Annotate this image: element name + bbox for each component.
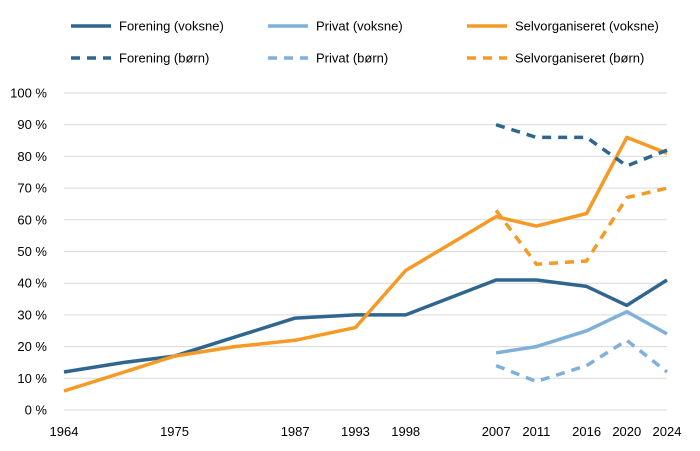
y-tick-label: 70 % xyxy=(17,181,47,196)
legend-label: Selvorganiseret (børn) xyxy=(515,51,644,66)
y-tick-label: 50 % xyxy=(17,244,47,259)
y-axis-ticks: 0 % 10 % 20 % 30 % 40 % 50 % 60 % 70 % 80 % 90 % 1… xyxy=(10,86,47,418)
legend-label: Privat (voksne) xyxy=(316,19,403,34)
x-tick-label: 2011 xyxy=(522,424,550,439)
legend-label: Forening (børn) xyxy=(119,51,209,66)
x-tick-label: 2007 xyxy=(482,424,511,439)
legend-label: Forening (voksne) xyxy=(119,19,224,34)
y-tick-label: 90 % xyxy=(17,117,47,132)
y-tick-label: 60 % xyxy=(17,212,47,227)
series-line-0 xyxy=(63,278,668,374)
x-tick-label: 2024 xyxy=(653,424,682,439)
legend-label: Privat (børn) xyxy=(316,51,388,66)
y-tick-label: 40 % xyxy=(17,276,47,291)
x-tick-label: 1998 xyxy=(391,424,420,439)
x-tick-label: 2020 xyxy=(612,424,641,439)
y-tick-label: 30 % xyxy=(17,307,47,322)
x-tick-label: 1964 xyxy=(50,424,79,439)
series-lines xyxy=(63,123,669,393)
series-line-3 xyxy=(495,123,668,168)
x-axis-ticks: 1964 1975 1987 1993 1998 2007 2011 2016 2020 2024 xyxy=(50,424,682,439)
series-line-1 xyxy=(495,309,668,355)
y-tick-label: 0 % xyxy=(25,403,48,418)
x-tick-label: 2016 xyxy=(572,424,601,439)
x-tick-label: 1993 xyxy=(341,424,370,439)
y-tick-label: 100 % xyxy=(10,86,47,101)
gridlines xyxy=(64,92,667,411)
x-tick-label: 1975 xyxy=(160,424,189,439)
y-tick-label: 10 % xyxy=(17,371,47,386)
y-tick-label: 20 % xyxy=(17,339,47,354)
legend: Forening (voksne) Privat (voksne) Selvorga… xyxy=(71,19,659,66)
series-line-5 xyxy=(494,186,668,266)
legend-label: Selvorganiseret (voksne) xyxy=(515,19,659,34)
series-line-4 xyxy=(495,338,669,384)
y-tick-label: 80 % xyxy=(17,149,47,164)
series-line-2 xyxy=(63,135,668,393)
x-tick-label: 1987 xyxy=(281,424,310,439)
